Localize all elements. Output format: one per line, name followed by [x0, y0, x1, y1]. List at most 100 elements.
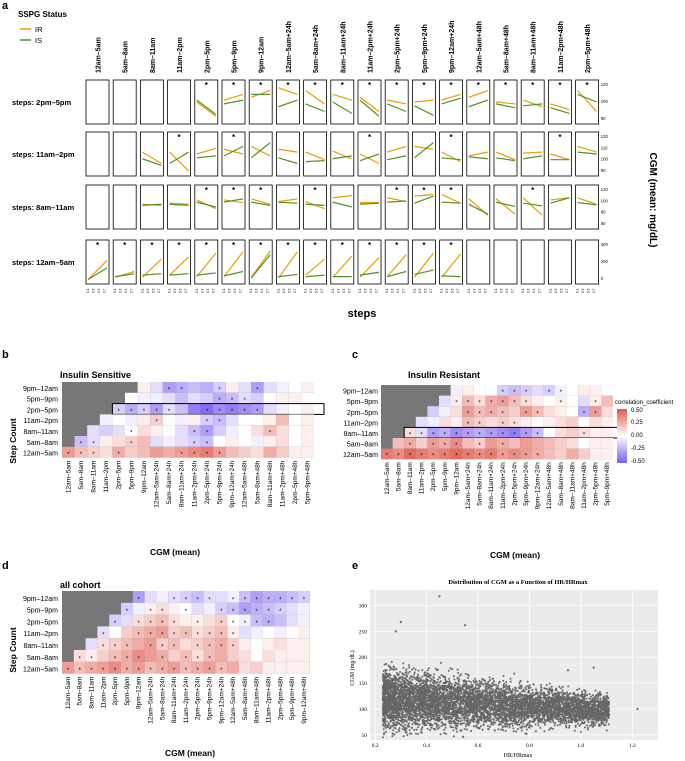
significance-star: *: [490, 411, 493, 417]
heatmap-cell: [531, 406, 544, 417]
scatter-point: [520, 729, 523, 732]
heatmap-cell: [427, 427, 439, 438]
scatter-point: [388, 724, 390, 726]
significance-star: *: [208, 633, 211, 639]
ir-line: [359, 153, 380, 165]
facet-panel: [520, 131, 545, 177]
scatter-point: [547, 697, 550, 700]
scatter-point: [488, 676, 491, 679]
significance-star: *: [208, 656, 211, 662]
heatmap-cell: [121, 626, 133, 639]
heatmap-cell: [301, 382, 314, 393]
is-line: [142, 203, 162, 206]
significance-star: *: [161, 633, 164, 639]
heatmap-cell: [392, 448, 405, 460]
scatter-point: [391, 735, 394, 738]
legend-label-ir: IR: [35, 25, 43, 34]
scatter-point: [540, 683, 543, 686]
heatmap-cell: [203, 602, 216, 615]
significance-star: *: [256, 387, 259, 393]
significance-star: *: [314, 81, 318, 90]
is-line: [196, 272, 216, 276]
scatter-point: [580, 703, 583, 706]
heatmap-cell: [578, 416, 590, 428]
x-tick-label: 5pm–9pm+24h: [207, 676, 214, 720]
is-line: [414, 269, 434, 276]
scatter-point: [389, 720, 392, 723]
x-tick-label: 9pm–12am+24h: [229, 460, 236, 508]
heatmap-cell: [150, 414, 163, 426]
facet-panel: [85, 184, 110, 230]
heatmap-cell: [227, 650, 239, 662]
facet-panel: [330, 79, 355, 125]
scatter-point: [518, 682, 521, 685]
panel-d-title: all cohort: [60, 580, 101, 590]
facet-panel: [112, 131, 137, 177]
x-tick-label: 9pm–12am: [453, 462, 460, 495]
facet-panel: [85, 131, 110, 177]
column-header: 11am–2pm+48h: [558, 21, 565, 73]
x-tick-label: 0.1: [113, 288, 117, 293]
scatter-point: [430, 726, 433, 729]
scatter-point: [477, 722, 480, 725]
x-tick-label: 1.0: [577, 743, 584, 749]
significance-star: *: [130, 431, 133, 437]
x-tick-label: 0.5: [260, 288, 264, 293]
heatmap-cell: [125, 436, 138, 447]
heatmap-cell: [288, 446, 302, 458]
significance-star: *: [220, 633, 223, 639]
scatter-point: [395, 714, 397, 717]
heatmap-cell: [132, 650, 145, 662]
heatmap-cell: [555, 406, 567, 417]
heatmap-cell: [520, 395, 532, 407]
x-tick-label: 0.3: [255, 288, 259, 293]
heatmap-cell: [288, 436, 302, 447]
ir-line: [523, 99, 543, 108]
x-tick-label: 0.7: [592, 288, 596, 293]
scatter-point: [592, 720, 595, 723]
x-tick-label: 0.1: [548, 288, 552, 293]
heatmap-cell: [508, 448, 521, 460]
heatmap-cell: [144, 602, 157, 615]
scatter-point: [415, 728, 418, 731]
heatmap-cell: [543, 438, 555, 449]
scatter-point: [605, 729, 608, 732]
panel-c-xlabel: CGM (mean): [490, 550, 540, 560]
x-tick-label: 5am–8am+24h: [159, 676, 166, 720]
significance-star: *: [256, 609, 259, 615]
significance-star: *: [395, 241, 399, 250]
scatter-point: [604, 717, 607, 720]
heatmap-cell: [200, 436, 214, 447]
scatter-point: [505, 698, 507, 700]
scatter-point: [497, 682, 500, 685]
heatmap-cell: [109, 638, 121, 650]
significance-star: *: [155, 420, 158, 426]
ir-line: [305, 90, 325, 105]
scatter-point: [440, 661, 442, 664]
heatmap-cell: [520, 427, 532, 438]
heatmap-cell: [263, 425, 277, 436]
scatter-point: [507, 691, 510, 694]
panel-letter-a: a: [2, 0, 9, 12]
heatmap-cell: [238, 425, 251, 436]
x-tick-label: 11am–2pm+48h: [266, 676, 273, 723]
significance-star: *: [256, 621, 259, 627]
scatter-point: [444, 678, 447, 681]
y-tick-label: 60: [601, 221, 606, 226]
is-line: [441, 201, 461, 204]
y-tick-label: 120: [601, 187, 609, 192]
row-label: 9pm–12am: [23, 596, 58, 603]
scatter-point: [450, 683, 453, 686]
heatmap-cell: [227, 602, 239, 615]
scatter-point: [399, 676, 402, 679]
significance-star: *: [205, 81, 209, 90]
scatter-point: [591, 697, 594, 700]
significance-star: *: [536, 454, 539, 460]
scatter-point: [412, 684, 415, 687]
significance-star: *: [259, 241, 263, 250]
scatter-point: [586, 726, 589, 729]
significance-star: *: [244, 409, 247, 415]
heatmap-cell: [99, 446, 113, 458]
scatter-point: [526, 685, 529, 688]
